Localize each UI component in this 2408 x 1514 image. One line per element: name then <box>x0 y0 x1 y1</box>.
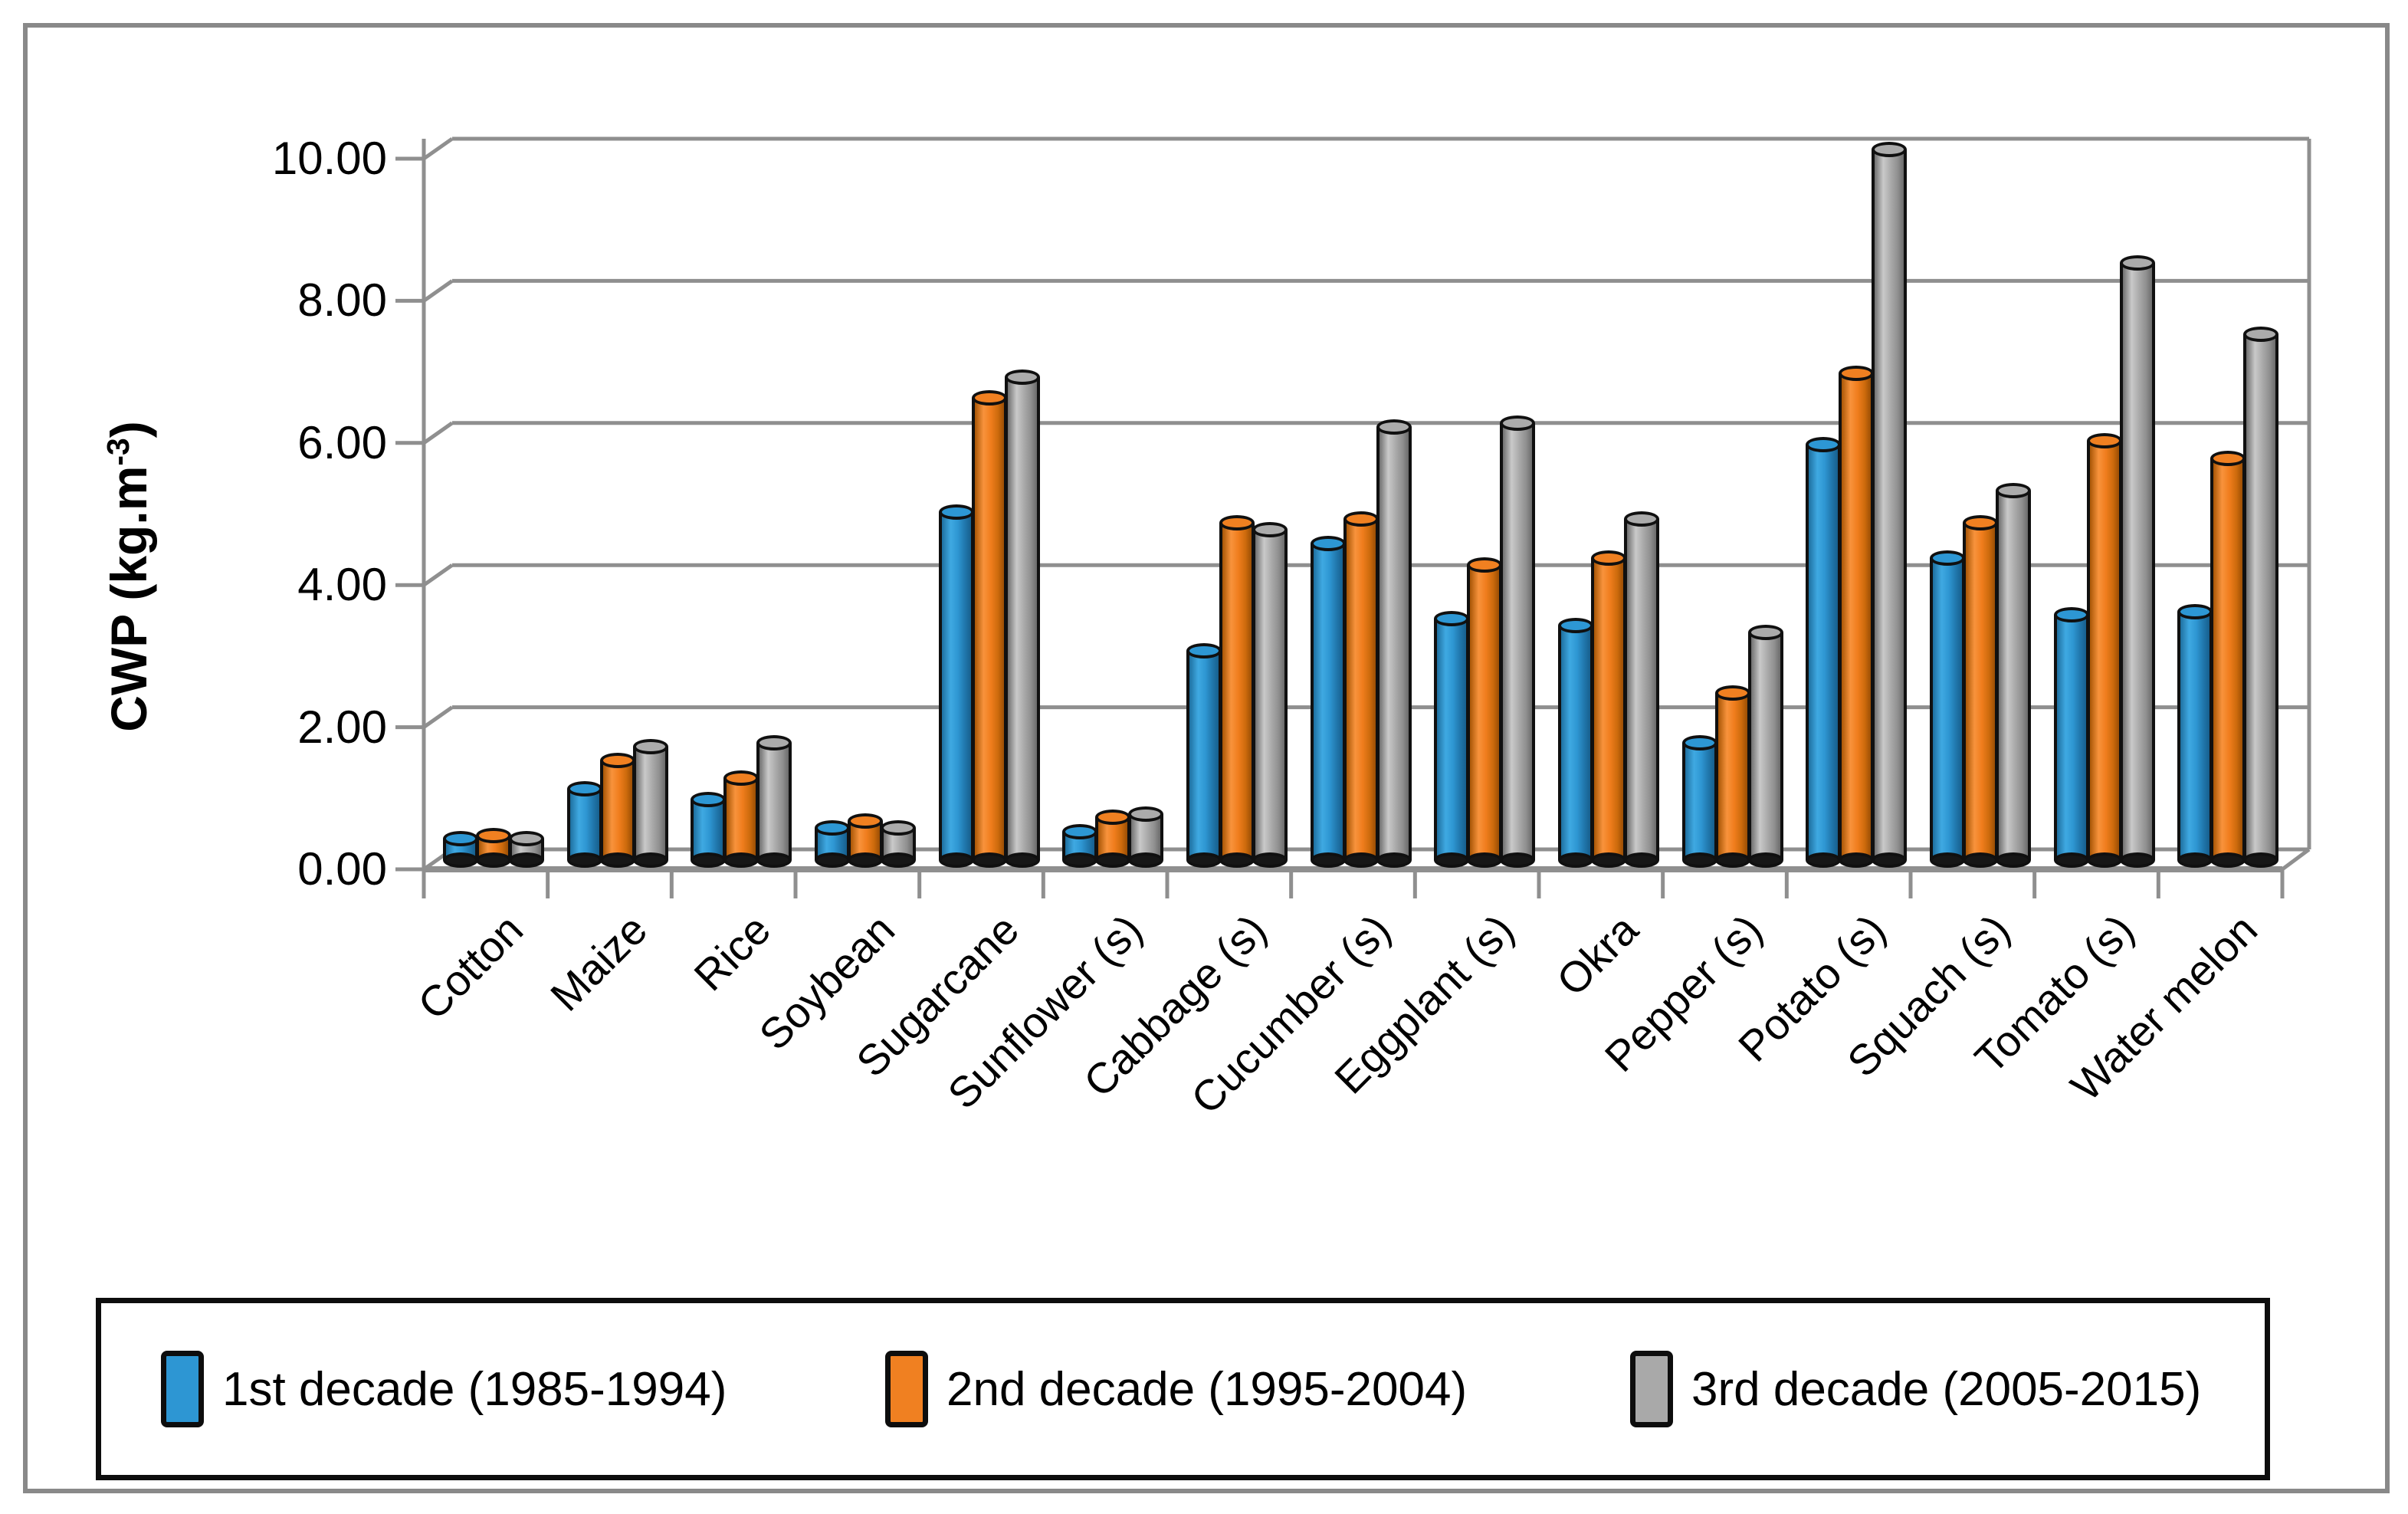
legend-item: 2nd decade (1995-2004) <box>885 1351 1467 1427</box>
y-tick-label: 4.00 <box>297 559 387 611</box>
bar-series3-soybean <box>880 820 916 868</box>
bar-series1-sugarcane <box>938 504 974 869</box>
bar-series3-tomato-s <box>2119 255 2155 868</box>
gridline-connector <box>422 563 454 587</box>
bar-series3-cabbage-s <box>1252 521 1288 869</box>
bar-series2-sunflower-s <box>1095 810 1131 868</box>
bar-series1-okra <box>1557 618 1593 868</box>
bar-series1-rice <box>691 792 727 868</box>
bar-series1-squach-s <box>1929 550 1965 868</box>
legend-label: 1st decade (1985-1994) <box>222 1362 727 1416</box>
bar-series3-squach-s <box>1995 482 2031 869</box>
y-tick-label: 10.00 <box>271 133 387 184</box>
bar-series1-cotton <box>442 831 478 868</box>
bar-series2-cucumber-s <box>1343 511 1379 868</box>
legend: 1st decade (1985-1994) 2nd decade (1995-2… <box>96 1298 2270 1480</box>
bar-series3-cucumber-s <box>1376 419 1412 869</box>
bar-series3-eggplant-s <box>1500 415 1536 869</box>
legend-label: 2nd decade (1995-2004) <box>946 1362 1468 1416</box>
bar-series2-okra <box>1590 550 1626 868</box>
gridline-connector <box>422 705 454 729</box>
bar-series3-potato-s <box>1872 142 1908 868</box>
bar-series1-eggplant-s <box>1434 610 1470 869</box>
bar-series1-soybean <box>814 820 850 868</box>
legend-item: 1st decade (1985-1994) <box>161 1351 727 1427</box>
floor-right-corner <box>2281 847 2311 872</box>
bar-series2-cabbage-s <box>1219 514 1255 869</box>
bar-series2-pepper-s <box>1714 685 1750 868</box>
legend-label: 3rd decade (2005-2015) <box>1691 1362 2202 1416</box>
bar-series2-cotton <box>475 827 511 869</box>
bar-series2-water-melon <box>2210 451 2246 868</box>
gridline-connector <box>422 136 454 161</box>
bar-series1-maize <box>566 781 602 868</box>
legend-item: 3rd decade (2005-2015) <box>1630 1351 2201 1427</box>
bar-series3-pepper-s <box>1747 625 1783 868</box>
bar-series3-rice <box>756 735 792 868</box>
bar-series3-sugarcane <box>1004 369 1040 869</box>
y-tick-label: 6.00 <box>297 416 387 468</box>
bar-series1-cucumber-s <box>1310 536 1346 868</box>
bar-series1-pepper-s <box>1681 735 1717 868</box>
bar-series2-maize <box>599 753 635 868</box>
gridline-connector <box>422 421 454 445</box>
y-tick-label: 8.00 <box>297 274 387 327</box>
bar-series3-okra <box>1623 511 1659 868</box>
bar-series3-cotton <box>508 831 544 868</box>
bar-series1-water-melon <box>2177 603 2213 869</box>
bar-series2-sugarcane <box>971 390 1007 868</box>
bar-series2-eggplant-s <box>1467 557 1503 868</box>
bar-series3-maize <box>632 738 668 869</box>
bar-series2-tomato-s <box>2086 433 2122 868</box>
bar-series3-sunflower-s <box>1128 806 1164 869</box>
figure-border <box>23 23 2390 1493</box>
y-tick-label: 0.00 <box>297 843 387 895</box>
bar-series2-potato-s <box>1839 366 1875 868</box>
bar-series3-water-melon <box>2243 327 2279 868</box>
bar-series2-soybean <box>847 813 883 868</box>
bar-series1-tomato-s <box>2053 607 2089 868</box>
bar-series2-rice <box>723 770 759 868</box>
gridline-connector <box>422 279 454 303</box>
legend-marker-series1 <box>161 1351 204 1427</box>
bar-series1-potato-s <box>1806 436 1842 869</box>
bar-series2-squach-s <box>1962 514 1998 869</box>
legend-marker-series3 <box>1630 1351 1673 1427</box>
bar-series1-cabbage-s <box>1186 642 1222 869</box>
bar-series1-sunflower-s <box>1062 823 1098 869</box>
legend-marker-series2 <box>885 1351 928 1427</box>
y-tick-label: 2.00 <box>297 701 387 753</box>
